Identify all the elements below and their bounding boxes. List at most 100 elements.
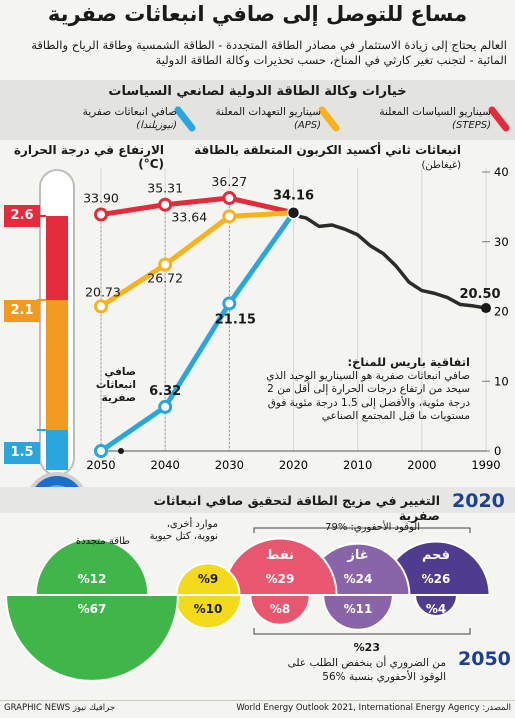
point-label: 26.72 [147, 271, 183, 286]
energy-mix-chart: %26 %4 فحم %24 %11 غاز %29 %8 نفط %9 %10 %12 %67 [5, 527, 491, 682]
x-tick-label: 1990 [471, 458, 500, 472]
footer-credit: GRAPHIC NEWS جرافيك نيوز [4, 703, 116, 713]
point-label: 20.73 [85, 284, 121, 299]
point-label: 20.50 [459, 287, 500, 302]
x-tick-label: 2000 [407, 458, 436, 472]
legend-steps: سيناريو السياسات المعلنة (STEPS) [351, 106, 491, 132]
y-tick-label: 40 [494, 165, 509, 179]
x-tick-label: 2050 [86, 458, 115, 472]
point-label: 21.15 [215, 312, 256, 327]
point-label: 6.32 [149, 384, 181, 399]
mix-2050-value: %10 [194, 602, 223, 616]
legend-nz-swatch [174, 106, 196, 132]
thermo-fill-red [46, 216, 68, 300]
legend-steps-label: سيناريو السياسات المعلنة [379, 106, 491, 118]
thermo-level-mid: 2.1 [4, 300, 40, 322]
point-label: 33.64 [171, 209, 207, 224]
x-tick-label: 2020 [279, 458, 308, 472]
point-nz-baseline [118, 448, 124, 454]
legend-swatches [174, 106, 510, 132]
thermo-fill-blue [46, 430, 68, 470]
series-aps-point [222, 209, 237, 224]
fossil-2050-note: من الضروري أن ينخفض الطلب على الوقود الأ… [287, 657, 446, 683]
emissions-title-text: انبعاثات ثاني أكسيد الكربون المتعلقة بال… [194, 143, 461, 157]
mix-2050-slice [322, 594, 394, 631]
mix-2020-slice [222, 537, 338, 596]
thermo-fill-orange [46, 300, 68, 430]
year-2020: 2020 [452, 490, 505, 512]
series-aps [99, 210, 294, 309]
thermo-level-low: 1.5 [4, 442, 40, 464]
nz-inline-label: صافي انبعاثات صفرية [95, 366, 136, 404]
mix-2020-value: %9 [198, 572, 218, 586]
legend-aps-label: سيناريو التعهدات المعلنة [215, 106, 321, 118]
paris-title: اتفاقية باريس للمناخ: [347, 355, 470, 369]
scenario-band [0, 80, 515, 140]
series-steps-point [158, 197, 173, 212]
series-historical [292, 211, 487, 310]
paris-note: اتفاقية باريس للمناخ: صافي انبعاثات صفري… [258, 355, 470, 424]
mix-2020-value: %12 [78, 572, 107, 586]
footer-source: المصدر: World Energy Outlook 2021, Inter… [236, 703, 511, 713]
mix-2020-slice [34, 537, 150, 596]
thermo-title: الارتفاع في درجة الحرارة (C°) [13, 143, 164, 171]
series-aps-point [94, 299, 108, 314]
legend-nz-label: صافي انبعاثات صفرية [82, 106, 177, 118]
point-label: 36.27 [211, 174, 247, 189]
series-nz [99, 211, 296, 454]
series-nz-point [94, 444, 108, 458]
legend-aps-swatch [318, 106, 340, 132]
mix-2020-value: %29 [266, 572, 295, 586]
mix-category-name: فحم [422, 548, 450, 563]
series-steps [100, 195, 295, 218]
series-nz-point [158, 399, 173, 414]
mix-category-name: غاز [346, 548, 368, 563]
series-nz-point [222, 296, 237, 311]
scenarios-title: خيارات وكالة الطاقة الدولية لصانعي السيا… [108, 84, 407, 99]
legend-nz: صافي انبعاثات صفرية (نيوزيلندا) [47, 106, 177, 132]
mix-band [0, 487, 515, 513]
thermometer [27, 169, 87, 495]
fossil-bracket-2050 [253, 628, 471, 635]
mix-title: التغيير في مزيج الطاقة لتحقيق صافي انبعا… [153, 493, 440, 523]
mix-2020-value: %24 [344, 572, 373, 586]
y-tick-label: 0 [494, 444, 501, 458]
point-label: 34.16 [273, 189, 314, 204]
emissions-unit: (غيغاطن) [421, 160, 462, 171]
series-steps-point [222, 191, 237, 206]
legend-nz-code: (نيوزيلندا) [136, 120, 177, 131]
mix-label-other: موارد أخرى، نووية، كتل حيوية [149, 519, 218, 542]
y-tick-label: 10 [494, 374, 509, 388]
x-tick-label: 2010 [343, 458, 372, 472]
paris-body: صافي انبعاثات صفرية هو السيناريو الوحيد … [266, 369, 470, 423]
mix-category-name: نفط [266, 548, 294, 563]
fossil-bracket-2020 [253, 527, 471, 533]
mix-2020-value: %26 [422, 572, 451, 586]
fossil-total-label: الوقود الأحفوري: %79 [325, 522, 420, 533]
legend-steps-code: (STEPS) [452, 120, 491, 131]
subtitle: العالم يحتاج إلى زيادة الاستثمار في مصاد… [31, 38, 507, 67]
mix-2050-value: %4 [426, 602, 446, 616]
legend-aps: سيناريو التعهدات المعلنة (APS) [191, 106, 321, 132]
fossil-2050-total: %23 [353, 641, 380, 654]
y-tick-label: 20 [494, 305, 509, 319]
point-label: 35.31 [147, 181, 183, 196]
emissions-chart: 2050 2040 2030 2020 2010 2000 199001020304033.… [83, 165, 509, 472]
point-2020 [286, 205, 301, 220]
y-tick-label: 30 [494, 235, 509, 249]
page-title: مساع للتوصل إلى صافي انبعاثات صفرية [47, 2, 468, 26]
mix-2050-value: %11 [344, 602, 373, 616]
mix-2050-slice [249, 594, 311, 626]
emissions-title: انبعاثات ثاني أكسيد الكربون المتعلقة بال… [161, 143, 461, 171]
thermo-level-high: 2.6 [4, 205, 40, 227]
mix-2050-slice [5, 594, 179, 682]
footer [0, 700, 515, 718]
mix-2050-value: %67 [78, 602, 107, 616]
point-1990 [481, 303, 491, 314]
x-tick-label: 2040 [151, 458, 180, 472]
legend-steps-swatch [488, 106, 510, 132]
series-steps-point [94, 207, 108, 222]
year-2050: 2050 [458, 648, 511, 670]
point-label: 33.90 [83, 191, 119, 206]
mix-2050-slice [173, 594, 243, 630]
